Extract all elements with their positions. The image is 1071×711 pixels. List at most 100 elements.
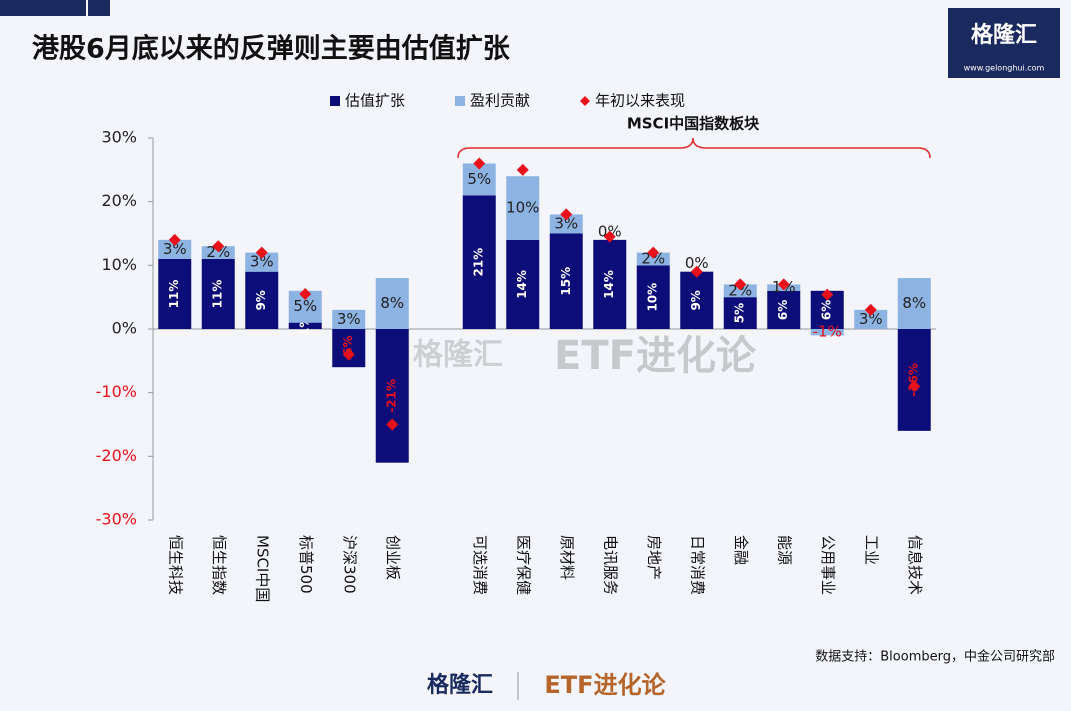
y-tick-label: 0% bbox=[112, 319, 137, 338]
data-label: 3% bbox=[554, 214, 578, 232]
data-label: 5% bbox=[733, 303, 747, 323]
brace bbox=[457, 137, 931, 159]
source: 数据支持：Bloomberg，中金公司研究部 bbox=[815, 649, 1055, 665]
marker bbox=[821, 288, 834, 301]
x-tick-label: 可选消费 bbox=[471, 535, 489, 595]
legend-label: 盈利贡献 bbox=[470, 92, 530, 110]
bar bbox=[897, 278, 931, 329]
x-tick-label: 金融 bbox=[732, 535, 750, 565]
bar bbox=[723, 297, 757, 329]
x-tick-label: 能源 bbox=[775, 535, 793, 565]
bar bbox=[506, 176, 540, 240]
x-tick-label: 恒生科技 bbox=[166, 535, 184, 595]
marker bbox=[647, 246, 660, 259]
logo-url: www.gelonghui.com bbox=[964, 64, 1045, 73]
data-label: 3% bbox=[163, 240, 187, 258]
x-tick-label: MSCI中国 bbox=[253, 535, 271, 602]
x-tick-label: 电讯服务 bbox=[601, 535, 619, 595]
bar bbox=[854, 309, 888, 329]
bar bbox=[462, 195, 496, 329]
bar bbox=[680, 271, 714, 329]
y-tick-label: -20% bbox=[96, 446, 137, 465]
x-tick-label: 沪深300 bbox=[340, 535, 358, 594]
marker bbox=[473, 157, 486, 170]
marker bbox=[299, 287, 312, 300]
bar bbox=[593, 239, 627, 329]
marker bbox=[864, 303, 877, 316]
legend-label: 年初以来表现 bbox=[595, 92, 685, 110]
data-label: 5% bbox=[467, 170, 491, 188]
data-label: 8% bbox=[902, 294, 926, 312]
watermark: ETF进化论 bbox=[554, 333, 757, 379]
x-tick-label: 恒生指数 bbox=[210, 535, 228, 595]
marker bbox=[603, 230, 616, 243]
x-tick-label: 医疗保健 bbox=[514, 535, 532, 595]
data-label: 3% bbox=[250, 253, 274, 271]
bar bbox=[158, 258, 192, 329]
corner-block bbox=[0, 0, 86, 16]
x-tick-label: 公用事业 bbox=[819, 535, 837, 595]
data-label: 8% bbox=[380, 294, 404, 312]
bar bbox=[201, 258, 235, 329]
legend-swatch bbox=[455, 96, 465, 106]
x-tick-label: 标普500 bbox=[297, 535, 315, 594]
x-tick-label: 创业板 bbox=[384, 535, 402, 580]
bar bbox=[549, 233, 583, 329]
data-label: -1% bbox=[813, 323, 842, 341]
marker bbox=[516, 163, 529, 176]
marker bbox=[255, 246, 268, 259]
watermark-logo: 格隆汇 bbox=[413, 338, 503, 373]
x-tick-label: 工业 bbox=[862, 535, 880, 565]
data-label: -21% bbox=[385, 379, 399, 413]
bar bbox=[332, 309, 366, 329]
y-tick-label: -10% bbox=[96, 382, 137, 401]
marker bbox=[908, 380, 921, 393]
corner-block bbox=[88, 0, 110, 16]
data-label: 3% bbox=[859, 310, 883, 328]
logo-box bbox=[948, 8, 1060, 78]
data-label: 0% bbox=[685, 254, 709, 272]
data-label: 11% bbox=[167, 280, 181, 309]
marker bbox=[342, 348, 355, 361]
bar bbox=[375, 329, 409, 463]
bar bbox=[767, 290, 801, 329]
marker bbox=[212, 240, 225, 253]
legend-label: 估值扩张 bbox=[345, 92, 405, 110]
x-tick-label: 日常消费 bbox=[688, 535, 706, 595]
bar bbox=[897, 329, 931, 431]
y-tick-label: 10% bbox=[101, 255, 137, 274]
chart-title: 港股6月底以来的反弹则主要由估值扩张 bbox=[32, 33, 511, 65]
data-label: 10% bbox=[646, 283, 660, 312]
data-label: 14% bbox=[602, 270, 616, 299]
bar bbox=[810, 329, 844, 336]
bar bbox=[549, 214, 583, 234]
data-label: 9% bbox=[689, 290, 703, 310]
data-label: 14% bbox=[515, 270, 529, 299]
data-label: 15% bbox=[559, 267, 573, 296]
x-tick-label: 房地产 bbox=[645, 535, 663, 580]
bar bbox=[288, 322, 322, 329]
x-tick-label: 原材料 bbox=[558, 535, 576, 580]
annotation: MSCI中国指数板块 bbox=[627, 115, 760, 133]
bar bbox=[723, 284, 757, 298]
bar bbox=[636, 265, 670, 329]
bar bbox=[245, 252, 279, 272]
data-label: 11% bbox=[211, 280, 225, 309]
footer-brand: ETF进化论 bbox=[544, 671, 666, 699]
bar bbox=[375, 278, 409, 329]
marker bbox=[386, 418, 399, 431]
marker bbox=[168, 233, 181, 246]
marker bbox=[777, 278, 790, 291]
bar bbox=[201, 246, 235, 259]
footer-logo: 格隆汇 bbox=[427, 672, 493, 698]
data-label: 21% bbox=[472, 248, 486, 277]
data-label: 10% bbox=[506, 199, 539, 217]
data-label: 6% bbox=[776, 300, 790, 320]
marker bbox=[690, 265, 703, 278]
legend-marker bbox=[580, 96, 590, 106]
y-tick-label: 20% bbox=[101, 191, 137, 210]
y-tick-label: -30% bbox=[96, 510, 137, 529]
data-label: 3% bbox=[337, 310, 361, 328]
bar bbox=[158, 239, 192, 259]
